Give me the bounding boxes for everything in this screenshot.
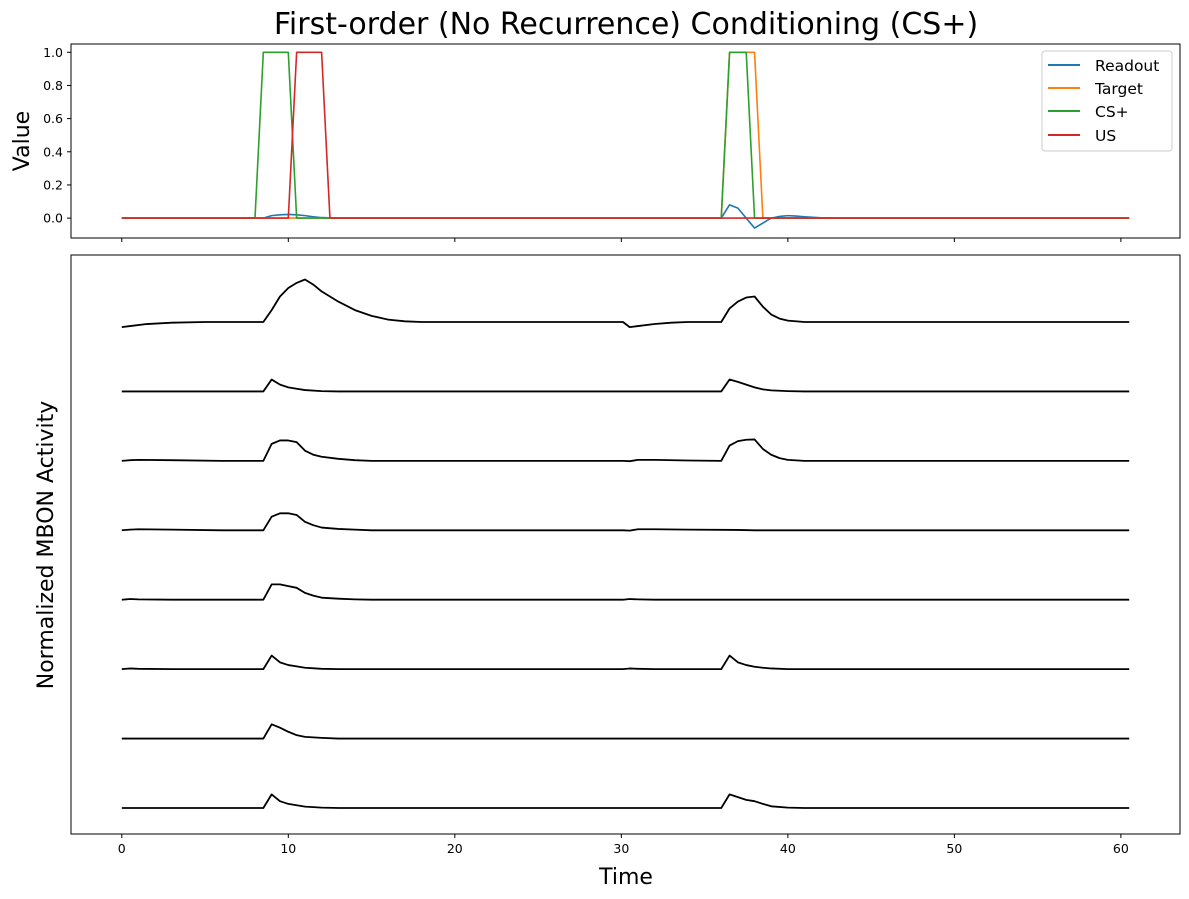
mbon-trace-5 bbox=[121, 583, 1130, 601]
top-axes-frame bbox=[70, 43, 1181, 239]
legend: Readout Target CS+ US bbox=[1041, 50, 1173, 152]
bottom-series-lines bbox=[121, 278, 1130, 809]
legend-label-readout: Readout bbox=[1095, 57, 1159, 75]
mbon-trace-4 bbox=[121, 512, 1130, 532]
x-tick-label: 30 bbox=[613, 841, 629, 856]
top-series-lines bbox=[121, 51, 1130, 229]
mbon-trace-2 bbox=[121, 378, 1130, 393]
legend-label-target: Target bbox=[1094, 80, 1143, 98]
legend-label-us: US bbox=[1095, 127, 1116, 145]
top-y-tick-label: 1.0 bbox=[43, 45, 63, 60]
mbon-trace-7 bbox=[121, 723, 1130, 740]
mbon-trace-1 bbox=[121, 278, 1130, 328]
series-line-readout bbox=[121, 204, 1130, 229]
mbon-trace-6 bbox=[121, 654, 1130, 671]
top-y-tick-label: 0.6 bbox=[43, 111, 63, 126]
bottom-axis-ticks: 0 10 20 30 40 50 60 bbox=[118, 834, 1129, 856]
series-line-us bbox=[121, 51, 1130, 219]
bottom-axes-frame bbox=[70, 254, 1181, 835]
top-y-tick-label: 0.8 bbox=[43, 78, 63, 93]
x-tick-label: 20 bbox=[447, 841, 463, 856]
chart-title: First-order (No Recurrence) Conditioning… bbox=[274, 7, 978, 42]
mbon-trace-8 bbox=[121, 793, 1130, 809]
top-y-tick-label: 0.0 bbox=[43, 211, 63, 226]
top-panel: 0.0 0.2 0.4 0.6 0.8 1.0 Value Readout Target … bbox=[10, 43, 1181, 242]
x-tick-label: 60 bbox=[1113, 841, 1129, 856]
legend-box bbox=[1041, 50, 1173, 152]
x-tick-label: 50 bbox=[946, 841, 962, 856]
legend-label-csplus: CS+ bbox=[1095, 103, 1129, 121]
top-y-axis-label: Value bbox=[10, 111, 35, 171]
x-axis-label: Time bbox=[598, 865, 653, 890]
mbon-trace-3 bbox=[121, 438, 1130, 463]
x-tick-label: 40 bbox=[780, 841, 796, 856]
top-axis-ticks: 0.0 0.2 0.4 0.6 0.8 1.0 bbox=[43, 45, 1122, 242]
x-tick-label: 0 bbox=[118, 841, 126, 856]
top-y-tick-label: 0.4 bbox=[43, 144, 63, 159]
top-y-tick-label: 0.2 bbox=[43, 177, 63, 192]
bottom-panel: 0 10 20 30 40 50 60 Normalized MBON Activity T… bbox=[34, 254, 1181, 890]
bottom-y-axis-label: Normalized MBON Activity bbox=[34, 401, 59, 689]
x-tick-label: 10 bbox=[280, 841, 296, 856]
